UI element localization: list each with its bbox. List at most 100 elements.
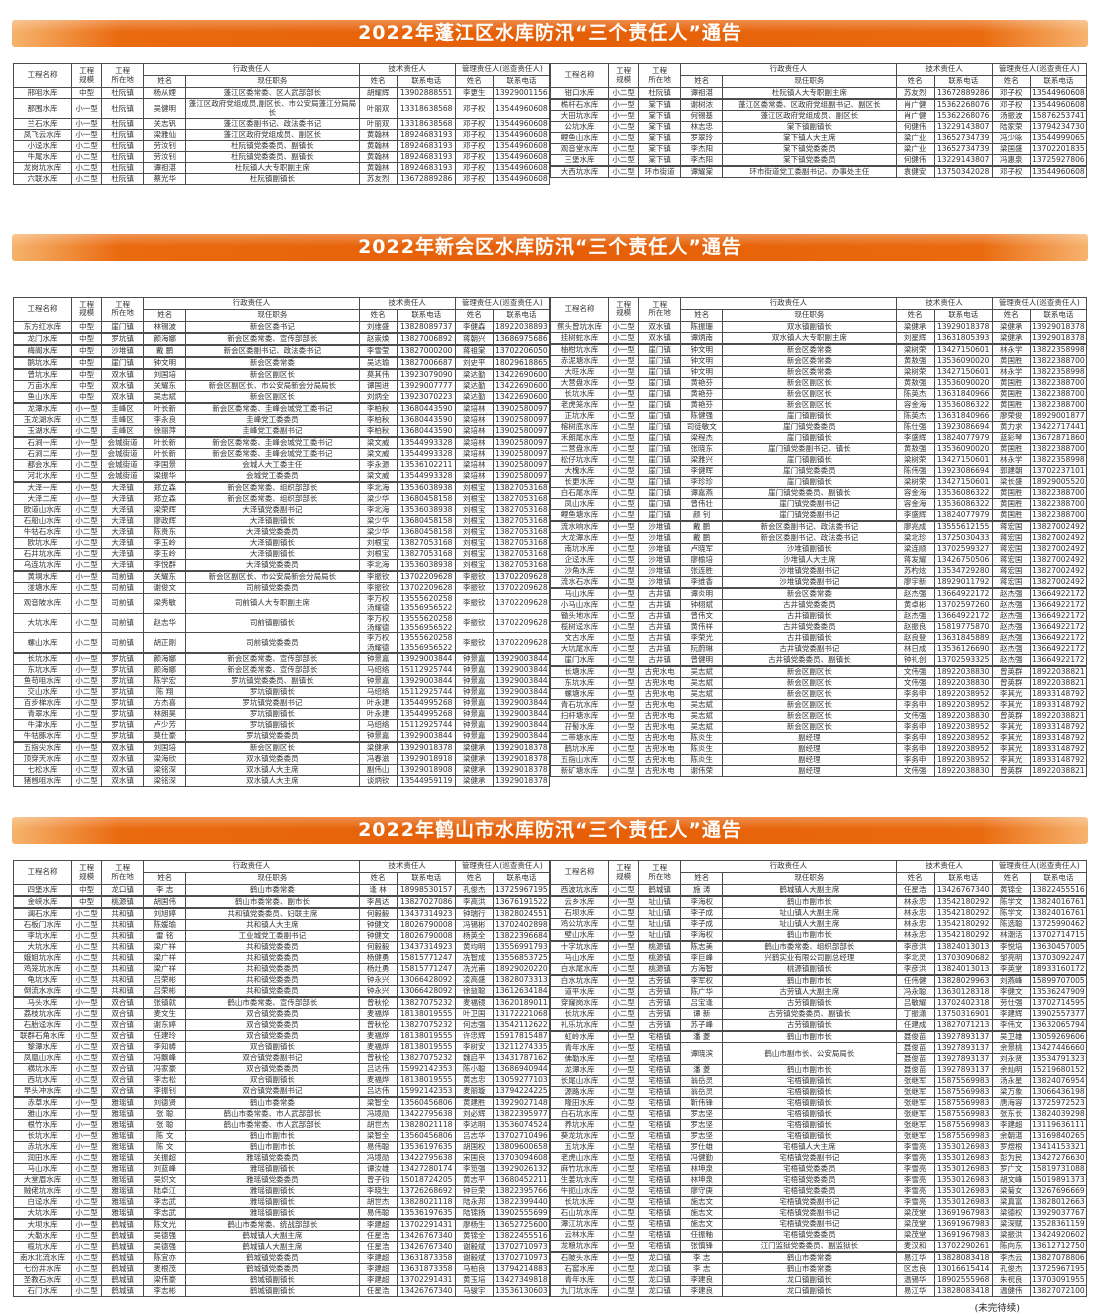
tech-name: 李晓生 [358,1185,398,1197]
admin-name: 谭晓滨 [680,1042,724,1065]
tech-phone: 13691967983 [933,1229,993,1241]
table-row: 松仔坑水库 小二型 崖门镇 梁雅兴 崖门镇副镇长 梁树荣 13427150601 林永学 138… [549,453,1088,466]
project-location: 宅梧镇 [638,1240,682,1253]
project-scale: 小一型 [608,376,640,389]
col-header-location: 工程 所在地 [101,860,145,885]
admin-name: 叶长新 [143,401,187,415]
table-row: 交山水库 小二型 罗坑镇陈 翔罗坑镇副镇长 马绍络 15112925744 钟景嘉 1392… [12,686,551,698]
admin-name: 罗志坚 [680,1119,724,1131]
project-scale: 小一型 [608,354,640,367]
mgr-phone: 13702714715 [1029,929,1088,942]
table-row: 正坑水库 小二型 崖门镇 陈健强 崖门镇副镇长 陈英杰 13631840966 廖荣俊 1892… [549,409,1088,422]
table-row: 长尾山水库 小二型 宅梧镇 翁岳灵 宅梧镇副镇长 张继军 15875569983 汤永星 138… [549,1075,1088,1087]
project-scale: 小二型 [71,764,103,776]
project-scale: 小二型 [71,753,103,765]
admin-name: 刘国培 [143,741,187,754]
project-location: 罗坑镇 [101,686,145,698]
project-scale: 小二型 [608,475,640,488]
admin-name: 陈宜亦 [143,1252,187,1264]
mgr-phone: 18922038893 [492,320,551,334]
admin-name: 吴志斌 [680,698,724,711]
project-location: 桃源镇 [101,895,145,909]
project-location: 双合镇 [101,1041,145,1053]
tech-phone: 15018724205 [396,1174,456,1186]
table-row: 根竹水库 小一型 雅瑶镇张 聪鹤山市委常委、市人武部部长 胡世杰 13828021118… [12,1119,551,1131]
reservoir-name: 南水北流水库 [12,1252,73,1264]
tech-name: 李北海 [358,480,398,494]
admin-duty: 龙口镇副镇长 [722,1274,897,1286]
tech-name: 文伟强 [895,676,935,689]
admin-name: 何锡基 [680,110,724,122]
project-scale: 小二型 [71,1085,103,1098]
reservoir-name: 玉龙湖水库 [12,413,73,426]
table-row: 赤坑水库 小一型 雅瑶镇陈 文鹤山市副市长 易伟聪 13536197635 胡国权 1380… [12,1141,551,1153]
project-scale: 小二型 [608,997,640,1009]
admin-duty: 双合镇党委委员 [185,1019,360,1031]
mgr-phone: 13211274335 [492,1041,551,1053]
tech-name: 易伟聪 [358,1141,398,1153]
project-scale: 中型 [71,895,103,909]
admin-duty: 龙口镇副镇长 [722,1285,897,1297]
admin-name: 陈广华 [680,986,724,998]
tech-name: 麦福烨 [358,1030,398,1042]
tech-name: 梁健承 [358,741,398,754]
reservoir-name: 五指山水库 [549,753,610,766]
reservoir-name: 百步梯水库 [12,697,73,709]
project-scale: 小一型 [608,895,640,908]
tech-phone: 18922038830 [933,676,993,689]
admin-name: 李志彬 [143,1285,187,1297]
tech-phone: 13702209628 [396,581,456,594]
project-location: 司前镇 [101,592,145,614]
table-row: 榄树迳水库 小二型 古井镇 黄伟祥 古井镇党委委员 赵振良 15819775870 赵杰强 13… [549,620,1088,633]
tech-name: 容金海 [895,497,935,510]
mgr-name: 赵杰强 [991,631,1031,644]
project-location: 宅梧镇 [638,1064,682,1076]
project-location: 双合镇 [101,1030,145,1042]
tech-name: 何健伟 [895,121,935,133]
mgr-name: 蒋宏国 [991,542,1031,555]
tech-phone: 13544995268 [396,697,456,709]
admin-duty: 新会区委常委 [722,586,897,600]
admin-name: 罗志坚 [680,1130,724,1142]
table-row: 钳口水库 小二型 杜阮镇 谭祖湛 杜阮镇人大专职副主席 苏友烈 13672889286 邓子权… [549,87,1088,100]
tech-name: 李振钦 [358,569,398,583]
mgr-name: 何志强 [454,1019,494,1031]
project-location: 古兜水电 [638,698,682,711]
table-row: 贼佬坑水库 小二型 雅瑶镇 陆卓江 雅瑶镇副镇长 李晓生 13726268692 钟巨荣 138… [12,1185,551,1197]
admin-duty: 雅瑶镇党委委员 [185,1174,360,1186]
reservoir-name: 正坑水库 [549,409,610,422]
project-scale: 小二型 [71,547,103,560]
reservoir-name: 小马山水库 [549,598,610,611]
reservoir-name: 榄坑水库 [12,1241,73,1253]
project-location: 宅梧镇 [638,1229,682,1241]
project-location: 宅梧镇 [638,1030,682,1043]
project-location: 雅瑶镇 [101,1163,145,1175]
mgr-phone: 13929018378 [1029,320,1088,333]
project-location: 雅瑶镇 [101,1207,145,1220]
project-scale: 小一型 [608,720,640,733]
project-scale: 小二型 [608,1174,640,1186]
mgr-name: 蒋宏国 [991,519,1031,533]
admin-duty: 共和镇人大主席 [185,919,360,931]
tech-name: 区志良 [895,1263,935,1275]
reservoir-name: 穿窿岗水库 [549,997,610,1009]
admin-duty: 鹤山市委常委、组织部部长 [722,940,897,953]
col-header-admin-person: 姓名 [143,75,187,88]
mgr-name: 梁健承 [991,331,1031,345]
admin-name: 梁铭深 [143,764,187,776]
to-be-continued-note: (未完待续) [974,1303,1020,1314]
admin-duty: 崖门镇党委委员、副镇长 [722,486,897,499]
project-location: 共和镇 [101,974,145,986]
project-scale: 小一型 [608,1240,640,1253]
admin-name: 梁雅仙 [143,128,187,141]
project-location: 宅梧镇 [638,1075,682,1087]
project-scale: 小二型 [71,161,103,174]
col-header-mgr-person: 姓名 [991,75,1031,88]
project-location: 棠下镇 [638,132,682,144]
admin-duty: 环市街道党工委副书记、办事处主任 [722,165,897,178]
table-row: 长塘水库 小一型 古兜水电 吴志斌 新会区副区长 文伟强 18922038830 曾英群 189… [549,664,1088,678]
admin-duty: 蓬江区委副书记、政法委书记 [185,117,360,130]
table-row: 长坑水库 小一型 崖门镇 黄艳芬 新会区副区长 陈英杰 13631840966 黄国胜 1382… [549,387,1088,400]
reservoir-name: 龙潭水库 [549,1064,610,1076]
col-header-admin: 行政责任人 [680,63,897,76]
